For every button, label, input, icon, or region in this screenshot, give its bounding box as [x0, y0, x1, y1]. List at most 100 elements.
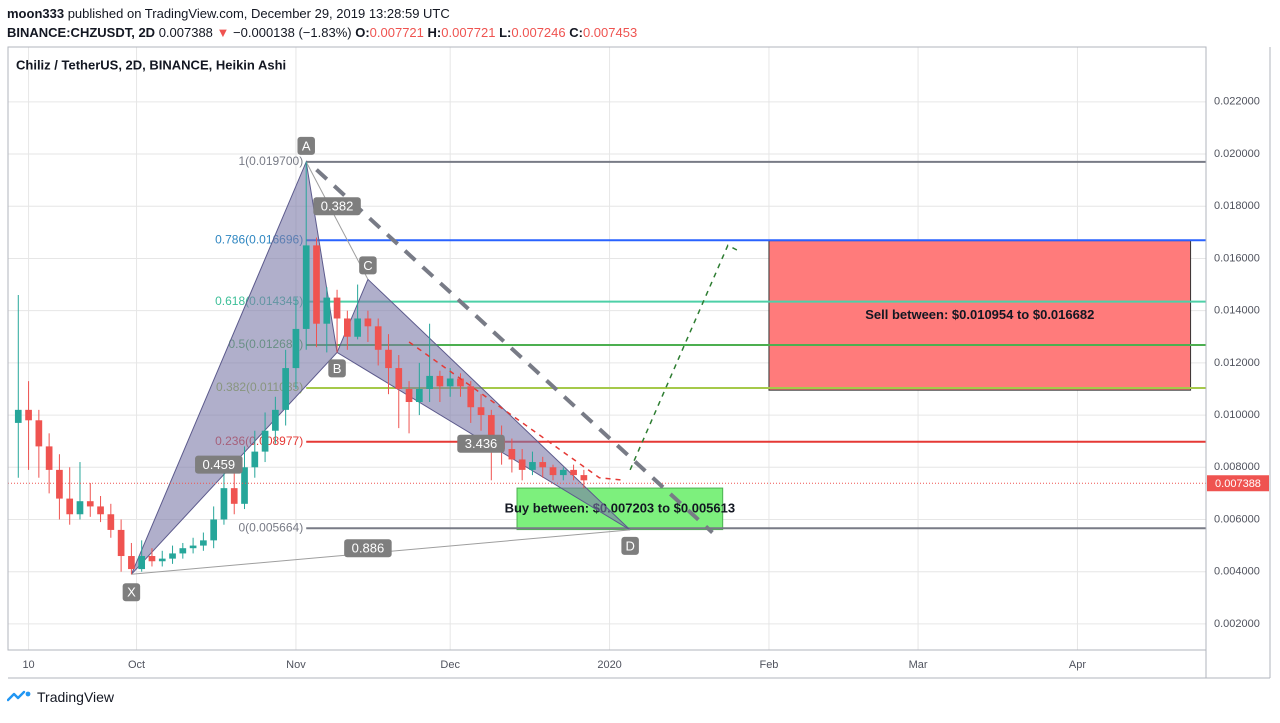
price-axis-tick: 0.014000: [1214, 305, 1260, 317]
candle-body: [251, 451, 259, 468]
candle-body: [200, 540, 207, 546]
candle-body: [210, 519, 218, 541]
candle-body: [272, 409, 279, 431]
candle-body: [66, 498, 74, 515]
low-value: 0.007246: [511, 25, 566, 40]
publish-text: published on TradingView.com, December 2…: [67, 6, 450, 21]
open-label: O:: [355, 25, 370, 40]
pattern-ratio: 0.459: [203, 457, 236, 472]
time-axis-tick: 2020: [597, 659, 621, 671]
candle-body: [415, 388, 423, 403]
candle-body: [354, 318, 361, 337]
candle-body: [97, 506, 104, 515]
down-arrow-icon: ▼: [216, 25, 230, 40]
candle-body: [457, 378, 464, 387]
candle-body: [56, 469, 63, 499]
candle-body: [518, 459, 526, 470]
candle-body: [446, 378, 454, 387]
candle-body: [76, 501, 84, 515]
close-label: C:: [569, 25, 583, 40]
pattern-ratio: 0.886: [352, 541, 385, 556]
price-axis-tick: 0.010000: [1214, 409, 1260, 421]
last-price: 0.007388: [158, 25, 213, 40]
candle-body: [230, 488, 238, 504]
candle-body: [508, 449, 516, 460]
candle-body: [549, 467, 557, 476]
candle-body: [189, 545, 197, 549]
time-axis-tick: 10: [22, 659, 34, 671]
time-axis-tick: Mar: [909, 659, 928, 671]
high-label: H:: [427, 25, 442, 40]
brand-name: TradingView: [37, 689, 115, 705]
candle-body: [426, 375, 433, 389]
pattern-point-d-badge: [621, 536, 639, 555]
pattern-ratio-badge: [344, 539, 392, 558]
candle-body: [169, 553, 176, 559]
price-axis-tick: 0.006000: [1214, 513, 1260, 525]
candle-body: [539, 462, 547, 468]
price-axis-tick: 0.022000: [1214, 96, 1260, 108]
price-axis-tick: 0.002000: [1214, 618, 1260, 630]
close-value: 0.007453: [582, 25, 638, 40]
candle-body: [261, 430, 269, 452]
candle-body: [25, 409, 32, 421]
candle-body: [570, 469, 577, 476]
candle-body: [477, 407, 485, 416]
sell-zone-label: Sell between: $0.010954 to $0.016682: [865, 307, 1094, 322]
candle-body: [282, 368, 289, 410]
pattern-point-c: C: [363, 258, 372, 273]
chart-title: Chiliz / TetherUS, 2D, BINANCE, Heikin A…: [16, 57, 286, 72]
time-axis-tick: Feb: [759, 659, 778, 671]
high-value: 0.007721: [441, 25, 496, 40]
candle-body: [333, 297, 341, 319]
footer-brand[interactable]: TradingView: [7, 689, 114, 705]
buy-zone-label: Buy between: $0.007203 to $0.005613: [505, 500, 736, 515]
candle-body: [138, 556, 146, 570]
price-axis-tick: 0.012000: [1214, 357, 1260, 369]
candle-body: [220, 488, 228, 520]
pattern-point-x: X: [127, 585, 136, 600]
candle-body: [559, 469, 567, 476]
pattern-ratio-badge: [457, 434, 505, 453]
projection-path: [629, 244, 739, 471]
last-price-tag-label: 0.007388: [1215, 478, 1261, 490]
time-axis-tick: Oct: [128, 659, 145, 671]
candle-body: [395, 368, 403, 389]
candle-body: [107, 514, 115, 530]
candle-body: [374, 326, 382, 350]
candle-body: [344, 318, 351, 337]
pattern-point-a-badge: [297, 136, 315, 155]
candle-body: [323, 297, 331, 324]
pattern-point-d: D: [625, 538, 634, 553]
candle-body: [45, 446, 53, 470]
pattern-point-x-badge: [122, 583, 141, 602]
projection-path: [315, 168, 714, 535]
candle-body: [158, 558, 166, 562]
fib-level-label: 1(0.019700): [238, 154, 303, 168]
candle-body: [467, 386, 475, 408]
candle-body: [14, 409, 22, 423]
harmonic-ac-line: [305, 161, 369, 280]
pattern-point-b: B: [333, 361, 342, 376]
candle-body: [292, 328, 300, 369]
pattern-ratio-badge: [195, 455, 243, 474]
pattern-ratio: 3.436: [465, 436, 498, 451]
candle-body: [86, 501, 94, 507]
tradingview-logo-icon: [7, 690, 31, 702]
candle-body: [241, 467, 248, 504]
ohlc-legend: BINANCE:CHZUSDT, 2D 0.007388 ▼ −0.000138…: [7, 25, 637, 40]
price-axis-tick: 0.018000: [1214, 200, 1260, 212]
price-axis-tick: 0.008000: [1214, 461, 1260, 473]
sell-zone: [768, 240, 1192, 391]
candle-body: [302, 245, 310, 329]
candle-body: [179, 548, 187, 554]
time-axis-tick: Apr: [1069, 659, 1086, 671]
pattern-ratio: 0.382: [321, 199, 354, 214]
fib-level-label: 0(0.005664): [238, 520, 303, 534]
author-name[interactable]: moon333: [7, 6, 65, 21]
candle-body: [148, 556, 156, 562]
price-axis-tick: 0.004000: [1214, 566, 1260, 578]
candle-body: [385, 349, 392, 369]
